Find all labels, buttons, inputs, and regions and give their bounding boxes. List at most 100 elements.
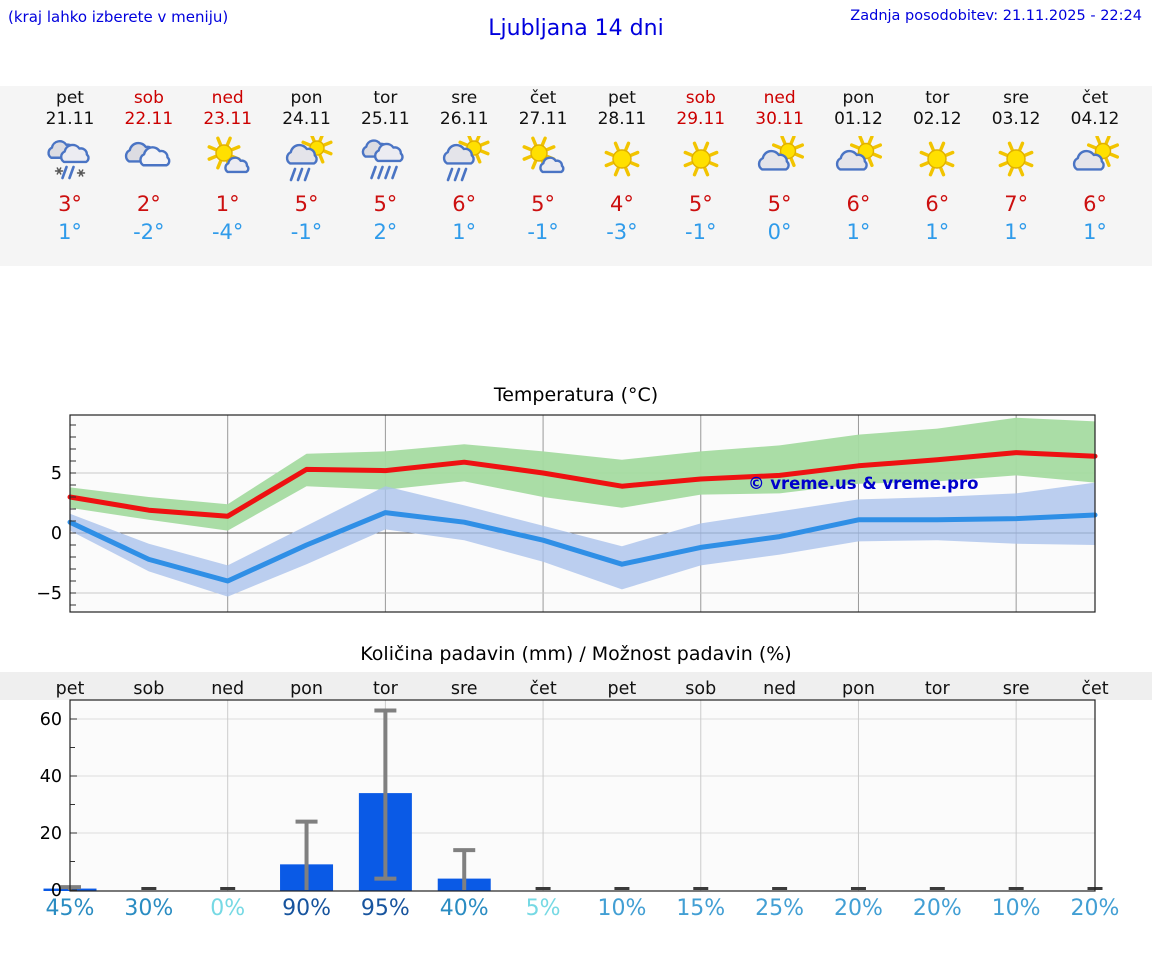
rain-sun-icon (443, 136, 490, 182)
precip-probability: 10% (597, 896, 647, 921)
precip-day-label: pet (608, 679, 637, 699)
high-temp: 5° (767, 192, 792, 216)
high-temp: 6° (846, 192, 871, 216)
temp-y-tick: 5 (51, 464, 62, 484)
low-temp: -3° (606, 220, 638, 244)
precip-probability: 95% (360, 896, 410, 921)
watermark-link[interactable]: © vreme.us & vreme.pro (748, 474, 978, 493)
max-temp-line (67, 450, 1098, 519)
low-temp: 2° (373, 220, 398, 244)
precip-day-label: tor (373, 679, 399, 699)
precip-y-tick: 20 (40, 824, 62, 844)
sun-cloud-icon (757, 136, 804, 171)
precip-probability: 20% (912, 896, 962, 921)
day-date: 01.12 (834, 109, 883, 129)
low-temp: 1° (1004, 220, 1029, 244)
temperature-chart-title: Temperatura (°C) (493, 384, 659, 406)
zero-dash (772, 887, 788, 890)
rain-icon (362, 139, 405, 180)
temperature-chart: 5 0 −5 © vreme.us & vreme.pro (36, 414, 1098, 613)
low-temp: 1° (58, 220, 82, 244)
high-temp: 2° (136, 192, 161, 216)
day-name: tor (373, 88, 398, 108)
precip-day-label: čet (1081, 679, 1108, 699)
precip-probability: 5% (525, 896, 561, 921)
zero-dash (850, 887, 866, 890)
low-temp: 1° (925, 220, 950, 244)
precip-y-tick: 0 (51, 881, 62, 900)
day-name: pon (842, 88, 875, 108)
precip-day-label: pon (842, 679, 875, 699)
precip-day-label: sre (451, 679, 478, 699)
high-temp: 3° (58, 192, 82, 216)
day-date: 29.11 (676, 109, 726, 129)
day-name: pet (607, 88, 636, 108)
sunny-icon (683, 141, 719, 177)
day-date: 21.11 (45, 109, 95, 129)
day-date: 24.11 (282, 109, 331, 129)
precip-day-label: sob (685, 679, 716, 699)
high-temp: 5° (688, 192, 713, 216)
zero-dash (220, 887, 236, 890)
low-temp: 1° (1083, 220, 1107, 244)
precip-day-label: sre (1003, 679, 1030, 699)
high-temp: 7° (1004, 192, 1029, 216)
last-update: Zadnja posodobitev: 21.11.2025 - 22:24 (850, 8, 1142, 24)
high-temp: 6° (1083, 192, 1107, 216)
high-temp: 5° (373, 192, 398, 216)
precip-day-label: čet (529, 679, 556, 699)
day-date: 27.11 (518, 109, 568, 129)
low-temp: -2° (133, 220, 165, 244)
error-bar (295, 819, 318, 890)
low-temp: -1° (527, 220, 559, 244)
precip-y-tick: 40 (40, 767, 62, 787)
high-temp: 5° (294, 192, 319, 216)
sunny-icon (604, 141, 640, 177)
zero-dash (141, 887, 157, 890)
zero-dash (693, 887, 709, 890)
low-temp: 1° (846, 220, 871, 244)
day-name: sob (685, 88, 716, 108)
rain-sun-icon (285, 136, 333, 182)
high-temp: 6° (925, 192, 950, 216)
precip-probability: 20% (1070, 896, 1120, 921)
day-name: ned (763, 88, 796, 108)
day-date: 25.11 (361, 109, 410, 129)
precip-day-label: pon (290, 679, 323, 699)
day-name: tor (925, 88, 950, 108)
low-temp: 0° (767, 220, 792, 244)
precip-day-label: tor (925, 679, 951, 699)
precip-chart-title: Količina padavin (mm) / Možnost padavin … (360, 643, 792, 665)
zero-dash (535, 887, 551, 890)
sunny-icon (919, 141, 955, 177)
min-range-band (70, 482, 1095, 597)
precip-probability: 45% (45, 896, 95, 921)
day-name: sre (451, 88, 478, 108)
high-temp: 5° (531, 192, 555, 216)
day-date: 02.12 (912, 109, 962, 129)
zero-dash (1008, 887, 1024, 890)
low-temp: 1° (452, 220, 477, 244)
menu-hint: (kraj lahko izberete v meniju) (8, 8, 229, 26)
sun-cloud-icon (836, 136, 883, 171)
zero-dash (929, 887, 945, 890)
day-date: 28.11 (597, 109, 647, 129)
error-bar (453, 848, 476, 890)
high-temp: 4° (609, 192, 634, 216)
high-temp: 6° (452, 192, 477, 216)
precip-probability: 90% (282, 896, 331, 921)
error-bar (374, 708, 397, 881)
precip-probability: 0% (210, 896, 246, 921)
day-name: pet (56, 88, 84, 108)
sun-small-cloud-icon (522, 136, 565, 174)
temp-y-tick: −5 (36, 584, 62, 604)
low-temp: -1° (685, 220, 717, 244)
day-date: 04.12 (1070, 109, 1120, 129)
min-temp-line (67, 510, 1098, 584)
high-temp: 1° (215, 192, 240, 216)
precipitation-chart: pet sob ned pon tor sre čet pet sob ned pon tor sre č… (0, 672, 1152, 900)
precip-day-label: pet (56, 679, 85, 699)
precip-probability: 15% (676, 896, 726, 921)
page-title: Ljubljana 14 dni (488, 16, 664, 41)
